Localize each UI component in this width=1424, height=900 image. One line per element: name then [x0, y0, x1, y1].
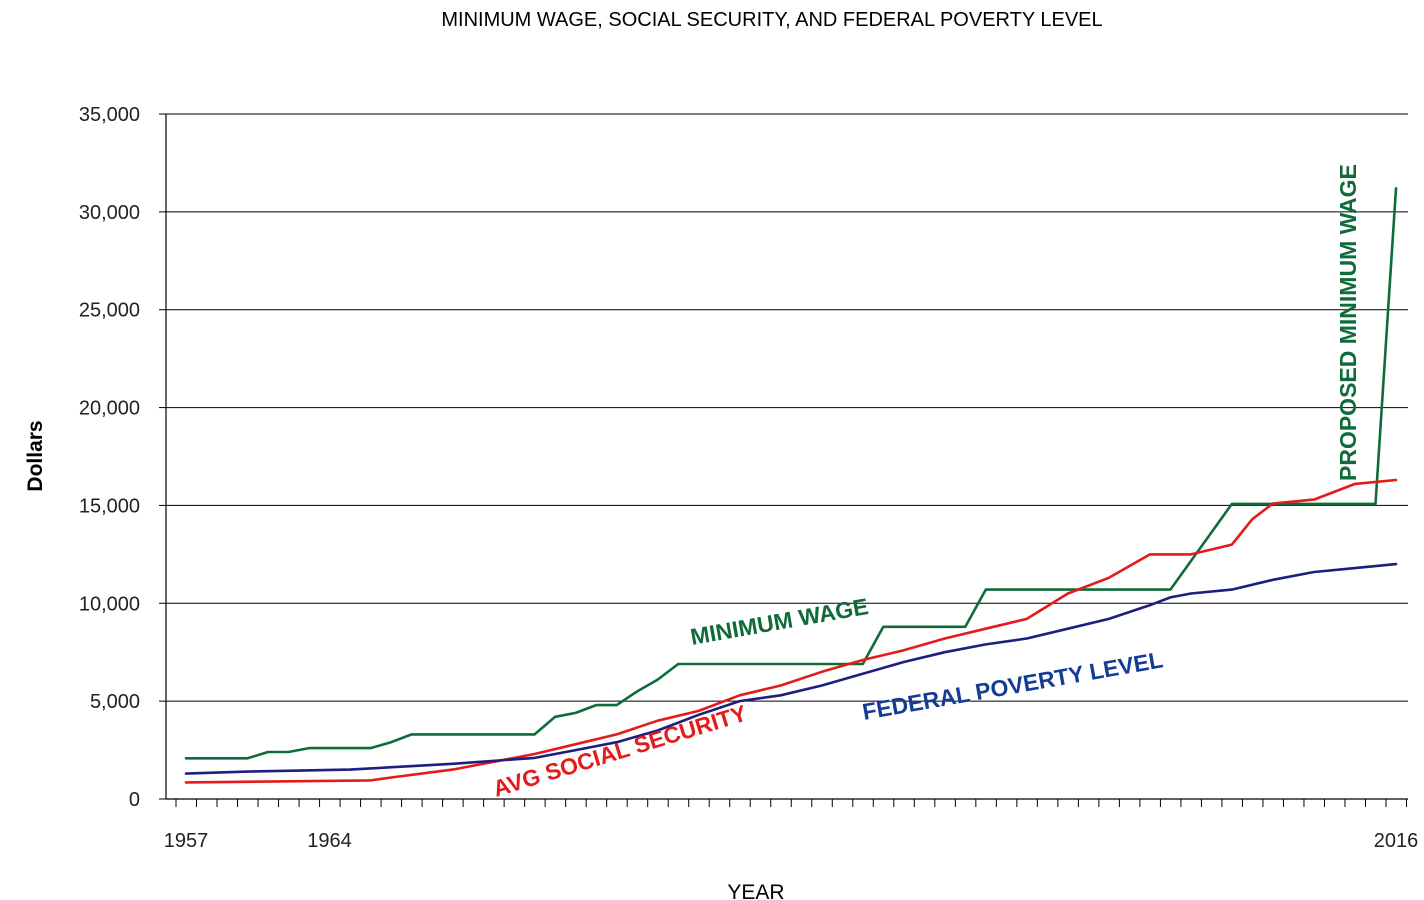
y-tick-label: 0	[129, 789, 140, 811]
y-tick-label: 30,000	[79, 202, 140, 224]
label-federal-poverty-level: FEDERAL POVERTY LEVEL	[860, 646, 1164, 724]
label-minimum-wage: MINIMUM WAGE	[688, 593, 870, 650]
x-axis: 1957 1964 2016	[164, 114, 1419, 852]
series-line-minimum-wage	[184, 187, 1398, 760]
x-tick-label: 1957	[164, 830, 209, 852]
x-tick-label: 2016	[1374, 830, 1419, 852]
label-proposed-minimum-wage: PROPOSED MINIMUM WAGE	[1335, 164, 1361, 481]
label-avg-social-security: AVG SOCIAL SECURITY	[490, 700, 750, 802]
series-line-federal-poverty-level	[184, 562, 1398, 775]
y-tick-label: 15,000	[79, 495, 140, 517]
series-lines	[184, 187, 1398, 784]
y-tick-label: 25,000	[79, 300, 140, 322]
x-axis-title: YEAR	[727, 881, 784, 900]
y-axis-ticks: 0 5,000 10,000 15,000 20,000 25,000 30,000 35,0…	[79, 104, 166, 811]
chart-title: MINIMUM WAGE, SOCIAL SECURITY, AND FEDER…	[441, 9, 1102, 31]
y-tick-label: 5,000	[90, 691, 140, 713]
gridlines	[166, 113, 1408, 800]
series-line-avg-social-security	[184, 478, 1398, 784]
x-tick-label: 1964	[307, 830, 352, 852]
y-tick-label: 35,000	[79, 104, 140, 126]
y-tick-label: 20,000	[79, 398, 140, 420]
y-axis-title: Dollars	[24, 420, 47, 491]
y-tick-label: 10,000	[79, 593, 140, 615]
